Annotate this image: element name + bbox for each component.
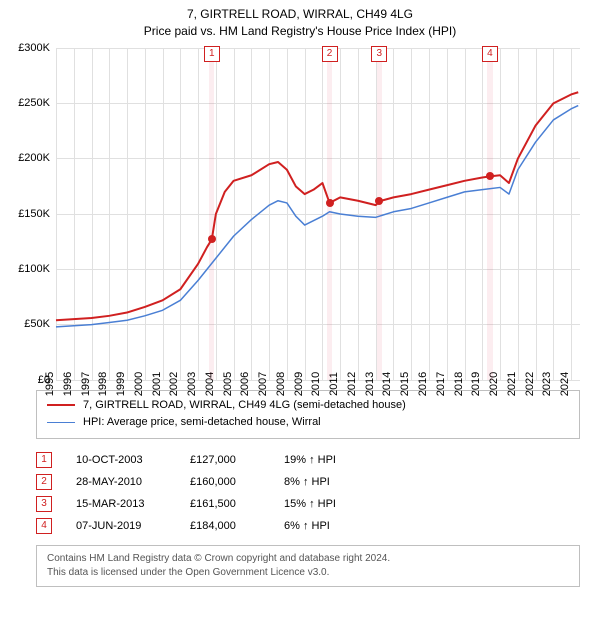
y-tick-label: £100K (18, 263, 50, 275)
sale-date: 28-MAY-2010 (76, 471, 166, 493)
sale-price: £127,000 (190, 449, 260, 471)
sale-price: £160,000 (190, 471, 260, 493)
line-svg (56, 48, 580, 380)
sale-date: 10-OCT-2003 (76, 449, 166, 471)
legend-label: 7, GIRTRELL ROAD, WIRRAL, CH49 4LG (semi… (83, 397, 406, 415)
sale-row: 2 28-MAY-2010 £160,000 8% ↑ HPI (36, 471, 580, 493)
legend-row: 7, GIRTRELL ROAD, WIRRAL, CH49 4LG (semi… (47, 397, 569, 415)
sale-diff: 19% ↑ HPI (284, 449, 374, 471)
legend-label: HPI: Average price, semi-detached house,… (83, 414, 321, 432)
title-line1: 7, GIRTRELL ROAD, WIRRAL, CH49 4LG (0, 6, 600, 23)
sale-price: £161,500 (190, 493, 260, 515)
sale-row: 4 07-JUN-2019 £184,000 6% ↑ HPI (36, 515, 580, 537)
y-tick-label: £50K (24, 318, 50, 330)
sale-flag: 3 (36, 496, 52, 512)
chart-area: £0£50K£100K£150K£200K£250K£300K199519961… (56, 48, 580, 380)
y-tick-label: £200K (18, 152, 50, 164)
footer-attribution: Contains HM Land Registry data © Crown c… (36, 545, 580, 587)
sale-diff: 15% ↑ HPI (284, 493, 374, 515)
legend-swatch (47, 404, 75, 406)
legend-swatch (47, 422, 75, 423)
y-tick-label: £150K (18, 208, 50, 220)
sale-flag: 2 (36, 474, 52, 490)
sale-row: 1 10-OCT-2003 £127,000 19% ↑ HPI (36, 449, 580, 471)
footer-line1: Contains HM Land Registry data © Crown c… (47, 552, 569, 566)
legend-row: HPI: Average price, semi-detached house,… (47, 414, 569, 432)
x-tick-label: 1995 (44, 371, 56, 395)
legend: 7, GIRTRELL ROAD, WIRRAL, CH49 4LG (semi… (36, 390, 580, 439)
sale-flag: 1 (36, 452, 52, 468)
sale-diff: 6% ↑ HPI (284, 515, 374, 537)
sale-date: 07-JUN-2019 (76, 515, 166, 537)
sale-row: 3 15-MAR-2013 £161,500 15% ↑ HPI (36, 493, 580, 515)
series-line (56, 92, 578, 320)
chart-title-block: 7, GIRTRELL ROAD, WIRRAL, CH49 4LG Price… (0, 0, 600, 40)
sale-date: 15-MAR-2013 (76, 493, 166, 515)
y-tick-label: £250K (18, 97, 50, 109)
y-tick-label: £300K (18, 42, 50, 54)
sale-price: £184,000 (190, 515, 260, 537)
footer-line2: This data is licensed under the Open Gov… (47, 566, 569, 580)
sale-diff: 8% ↑ HPI (284, 471, 374, 493)
title-line2: Price paid vs. HM Land Registry's House … (0, 23, 600, 40)
plot-region: £0£50K£100K£150K£200K£250K£300K199519961… (56, 48, 580, 380)
series-line (56, 105, 578, 326)
sales-table: 1 10-OCT-2003 £127,000 19% ↑ HPI 2 28-MAY-201… (36, 449, 580, 537)
sale-flag: 4 (36, 518, 52, 534)
